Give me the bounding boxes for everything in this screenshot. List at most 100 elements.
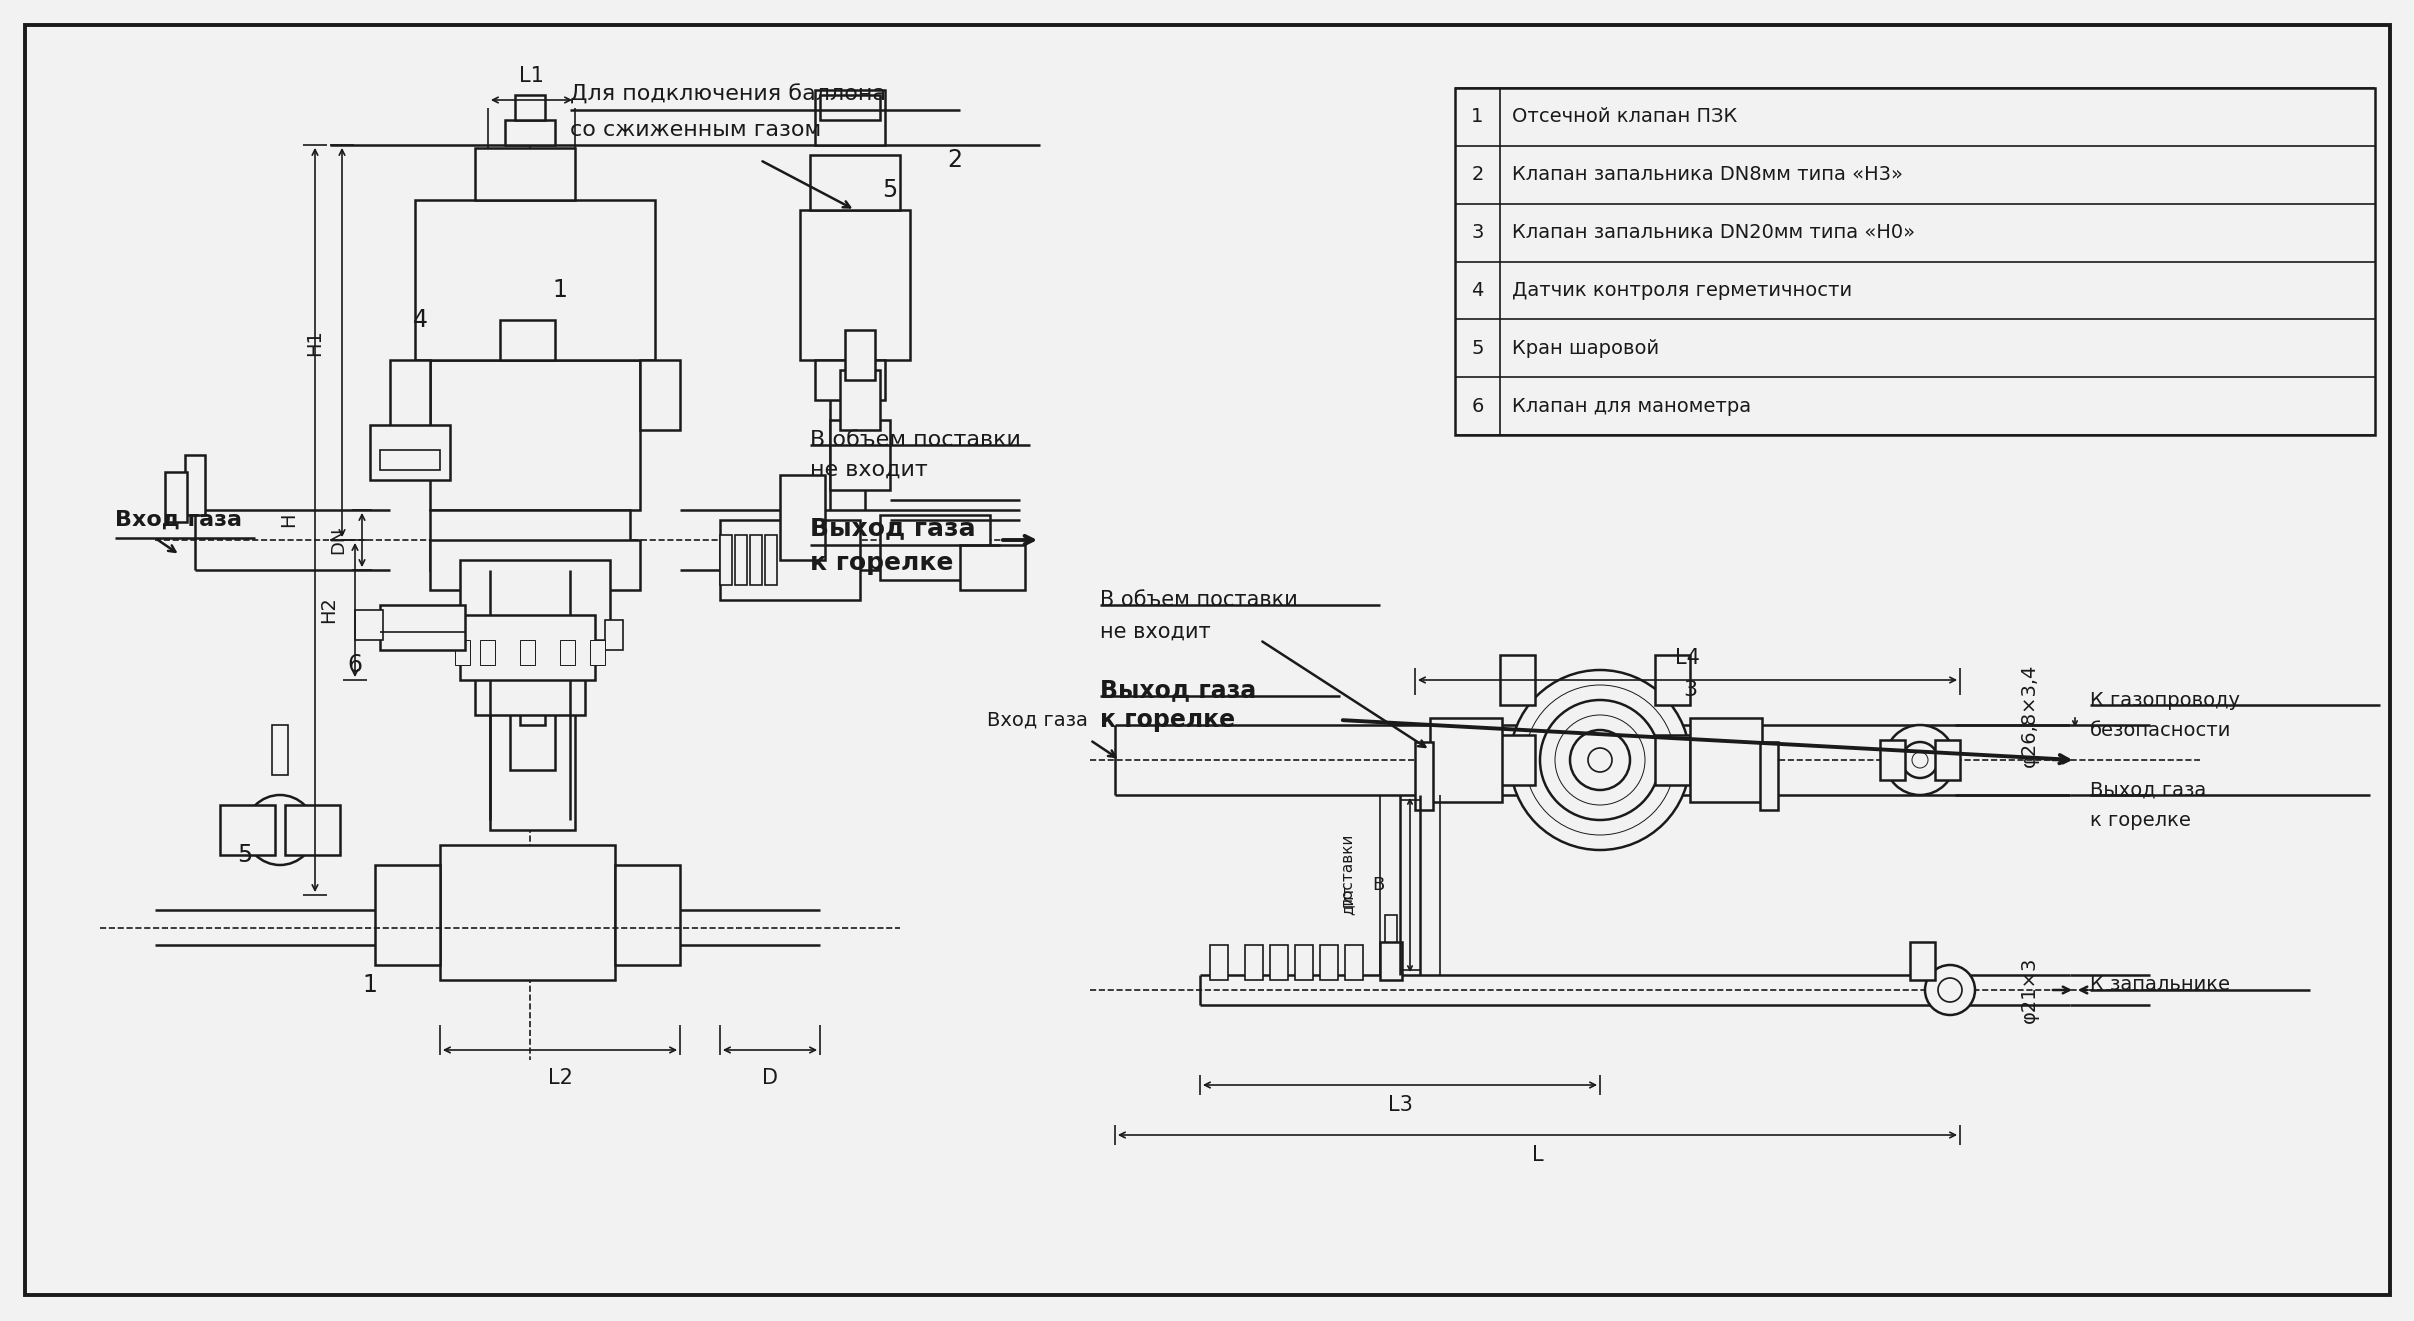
Circle shape (1885, 725, 1955, 795)
Bar (476, 660, 584, 715)
Bar (606, 620, 623, 650)
Text: 2: 2 (949, 148, 963, 172)
Text: 3: 3 (1470, 223, 1485, 242)
Text: Клапан запальника DN20мм типа «H0»: Клапан запальника DN20мм типа «H0» (1511, 223, 1914, 242)
Bar (1320, 945, 1337, 980)
Circle shape (1902, 742, 1938, 778)
Bar (186, 454, 205, 515)
Bar (1499, 734, 1535, 785)
Text: Отсечной клапан ПЗК: Отсечной клапан ПЗК (1511, 107, 1738, 127)
Text: поставки: поставки (1340, 832, 1354, 908)
Bar (616, 865, 681, 966)
Bar (285, 804, 340, 855)
Text: 2: 2 (1470, 165, 1485, 184)
Bar (519, 639, 536, 664)
Circle shape (244, 795, 314, 865)
Text: H: H (280, 513, 297, 527)
Text: L: L (1533, 1145, 1543, 1165)
Bar (1499, 655, 1535, 705)
Bar (1381, 942, 1403, 980)
Bar (780, 476, 826, 560)
Text: L1: L1 (519, 66, 543, 86)
Text: H2: H2 (319, 597, 338, 624)
Circle shape (1912, 752, 1929, 768)
Bar (379, 450, 439, 470)
Bar (461, 560, 611, 639)
Bar (1456, 89, 2375, 435)
Bar (391, 361, 430, 431)
Text: 5: 5 (1470, 338, 1485, 358)
Bar (799, 210, 910, 361)
Text: 4: 4 (413, 308, 427, 332)
Text: В объем поставки: В объем поставки (1101, 590, 1299, 610)
Bar (454, 639, 471, 664)
Bar (816, 361, 886, 400)
Text: Выход газа: Выход газа (2091, 781, 2206, 799)
Bar (430, 361, 640, 510)
Bar (519, 680, 546, 725)
Bar (1270, 945, 1289, 980)
Bar (1246, 945, 1263, 980)
Bar (1656, 655, 1690, 705)
Bar (490, 620, 507, 650)
Text: L2: L2 (548, 1067, 572, 1089)
Bar (1386, 915, 1398, 966)
Bar (505, 120, 555, 145)
Bar (719, 535, 731, 585)
Text: Кран шаровой: Кран шаровой (1511, 338, 1658, 358)
Text: Клапан для манометра: Клапан для манометра (1511, 396, 1750, 416)
Bar (461, 616, 594, 680)
Bar (1760, 742, 1779, 810)
Bar (439, 845, 616, 980)
Text: 6: 6 (1470, 396, 1485, 416)
Bar (765, 535, 777, 585)
Bar (840, 370, 881, 431)
Bar (961, 546, 1026, 590)
Text: Для подключения баллона: Для подключения баллона (570, 85, 886, 104)
Bar (514, 95, 546, 120)
Bar (1294, 945, 1313, 980)
Bar (881, 515, 990, 580)
Bar (1415, 742, 1434, 810)
Bar (816, 90, 886, 145)
Bar (415, 199, 654, 361)
Bar (1909, 942, 1936, 980)
Bar (751, 535, 763, 585)
Circle shape (1511, 670, 1690, 849)
Text: 1: 1 (553, 277, 567, 303)
Bar (454, 620, 473, 650)
Bar (1345, 945, 1364, 980)
Text: Вход газа: Вход газа (116, 510, 241, 530)
Bar (379, 605, 466, 650)
Text: L3: L3 (1388, 1095, 1412, 1115)
Bar (1936, 740, 1960, 779)
Text: B: B (1374, 876, 1386, 894)
Bar (369, 425, 449, 480)
Text: Вход газа: Вход газа (987, 711, 1089, 729)
Bar (500, 320, 555, 361)
Circle shape (1569, 731, 1629, 790)
Text: Датчик контроля герметичности: Датчик контроля герметичности (1511, 281, 1852, 300)
Text: не входит: не входит (1101, 622, 1212, 642)
Circle shape (1588, 748, 1613, 771)
Bar (589, 639, 606, 664)
Bar (830, 420, 891, 490)
Text: 1: 1 (362, 974, 377, 997)
Bar (355, 610, 384, 639)
Bar (811, 155, 900, 210)
Circle shape (1540, 700, 1661, 820)
Bar (430, 510, 630, 569)
Bar (490, 680, 575, 830)
Bar (273, 725, 287, 775)
Bar (480, 639, 495, 664)
Bar (1429, 719, 1502, 802)
Bar (821, 95, 881, 120)
Bar (476, 148, 575, 199)
Text: φ21×3: φ21×3 (2021, 956, 2040, 1024)
Bar (531, 620, 548, 650)
Text: DN: DN (328, 526, 348, 553)
Text: со сжиженным газом: со сжиженным газом (570, 120, 821, 140)
Text: 6: 6 (348, 653, 362, 676)
Text: Выход газа: Выход газа (1101, 678, 1255, 701)
Bar (164, 472, 186, 522)
